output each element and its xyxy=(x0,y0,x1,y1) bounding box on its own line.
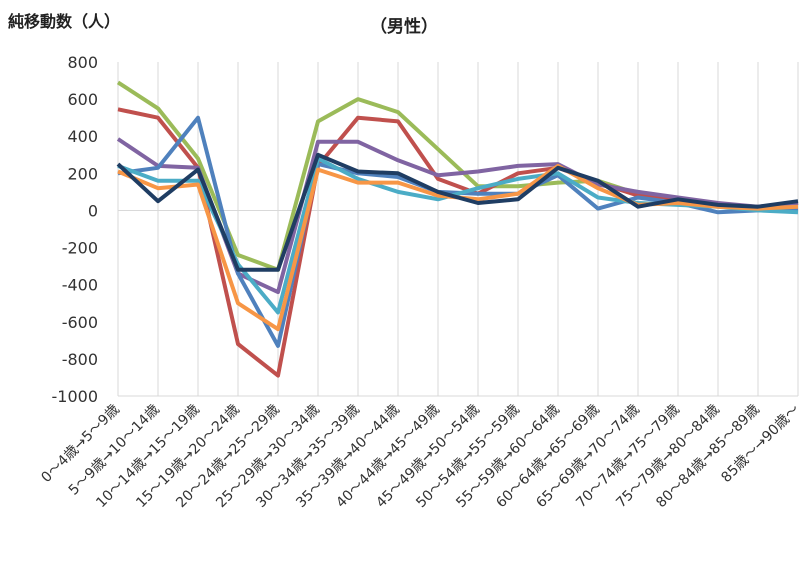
chart-title: （男性） xyxy=(370,17,438,37)
y-tick-label: 400 xyxy=(67,127,98,146)
gridlines xyxy=(117,62,799,397)
y-tick-label: -800 xyxy=(62,350,98,369)
y-tick-label: -200 xyxy=(62,239,98,258)
y-tick-label: -400 xyxy=(62,276,98,295)
series-line xyxy=(117,163,799,332)
series-line xyxy=(117,156,799,315)
series-line xyxy=(117,115,798,348)
y-tick-label: 0 xyxy=(88,201,98,220)
y-tick-label: 200 xyxy=(67,164,98,183)
x-tick-labels: 0～4歳→5～9歳5～9歳→10～14歳10～14歳→15～19歳15～19歳→… xyxy=(38,402,801,512)
series-line xyxy=(117,107,799,378)
y-tick-labels: 800 600 400 200 0 -200 -400 -600 -800 -1000 xyxy=(52,53,99,406)
y-tick-label: -1000 xyxy=(52,387,99,406)
series-line xyxy=(116,152,799,272)
y-tick-label: 600 xyxy=(67,90,98,109)
series-line xyxy=(116,80,799,272)
y-tick-label: -600 xyxy=(62,313,98,332)
y-tick-label: 800 xyxy=(67,53,98,72)
y-axis-title: 純移動数（人） xyxy=(8,12,121,31)
series-lines xyxy=(116,80,799,378)
